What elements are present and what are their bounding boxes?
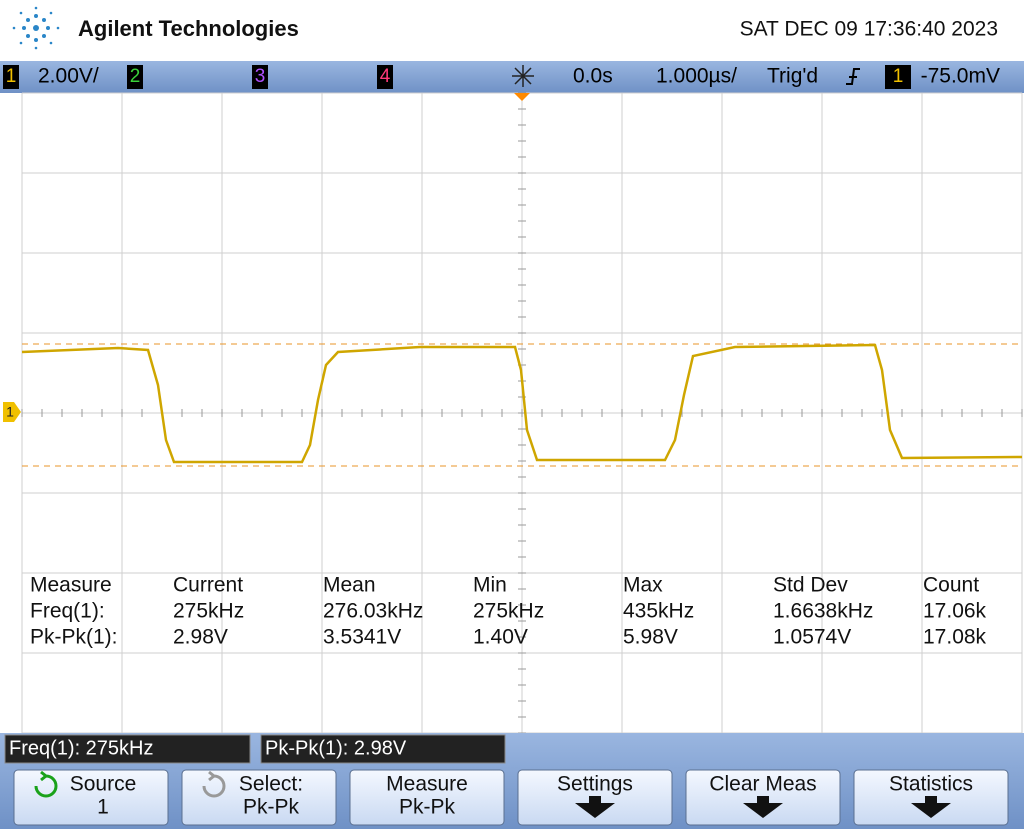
measurement-cell: 1.0574V (773, 626, 851, 649)
softkey-label[interactable]: Measure (386, 773, 468, 796)
ch2-badge (127, 65, 143, 89)
measurement-cell: 1.6638kHz (773, 600, 873, 623)
readout: Freq(1): 275kHz (9, 737, 154, 759)
softkey[interactable]: Select:Pk-Pk (181, 769, 337, 826)
measurement-cell: Measure (30, 574, 112, 597)
softkey-arrow[interactable] (575, 796, 615, 818)
rotate-icon[interactable] (202, 770, 226, 798)
status-bar (0, 61, 1024, 93)
softkey-face[interactable] (181, 769, 337, 826)
measurement-cell: 17.06k (923, 600, 987, 623)
measurement-cell: 5.98V (623, 626, 678, 649)
measurement-cell: Freq(1): (30, 600, 105, 623)
trigger-source: 1 (893, 66, 904, 87)
ch2-label: 2 (130, 66, 141, 87)
trigger-source-badge (885, 65, 911, 89)
ch1-label: 1 (6, 66, 17, 87)
ground-marker-label: 1 (6, 404, 14, 420)
readout-box (4, 734, 251, 764)
measurement-cell: Count (923, 574, 979, 597)
softkey-value[interactable]: Pk-Pk (243, 796, 300, 819)
rotate-icon[interactable] (34, 770, 58, 798)
measurement-cell: Max (623, 574, 663, 597)
softkey-arrow[interactable] (911, 796, 951, 818)
ch3-label: 3 (255, 66, 266, 87)
datetime: SAT DEC 09 17:36:40 2023 (740, 18, 998, 41)
measurement-table: Measure Current Mean Min Max Std Dev Count Freq… (30, 574, 987, 649)
time-scale: 1.000µs/ (656, 65, 737, 88)
trigger-status: Trig'd (767, 65, 818, 88)
ch4-label: 4 (380, 66, 391, 87)
ch1-scale: 2.00V/ (38, 65, 99, 88)
trigger-icon (512, 65, 534, 87)
brand: Agilent Technologies (78, 16, 299, 41)
measurement-cell: Std Dev (773, 574, 848, 597)
waveform (21, 343, 1023, 464)
measurement-cell: Min (473, 574, 507, 597)
measurement-cell: Current (173, 574, 243, 597)
softkey-label[interactable]: Clear Meas (709, 773, 816, 796)
softkey-arrow[interactable] (743, 796, 783, 818)
logo (12, 6, 60, 50)
measurement-cell: Pk-Pk(1): (30, 626, 118, 649)
ch4-badge (377, 65, 393, 89)
measurement-cell: 2.98V (173, 626, 228, 649)
ch3-badge (252, 65, 268, 89)
measurement-cell: 17.08k (923, 626, 987, 649)
ground-marker (3, 402, 21, 422)
softkey[interactable]: Settings (517, 769, 673, 826)
softkey-label[interactable]: Settings (557, 773, 633, 796)
edge-icon (846, 68, 860, 85)
ch1-badge (3, 65, 19, 89)
softkey-label[interactable]: Select: (239, 773, 303, 796)
time-offset: 0.0s (573, 65, 613, 88)
softkey-value[interactable]: Pk-Pk (399, 796, 456, 819)
softkey[interactable]: Clear Meas (685, 769, 841, 826)
softkey-face[interactable] (13, 769, 169, 826)
trigger-level: -75.0mV (921, 65, 1000, 88)
measurement-cell: 1.40V (473, 626, 528, 649)
measurement-cell: 275kHz (473, 600, 544, 623)
softkey[interactable]: Statistics (853, 769, 1009, 826)
measurement-cell: 3.5341V (323, 626, 401, 649)
softkey-label[interactable]: Statistics (889, 773, 973, 796)
readout-box (260, 734, 506, 764)
softkey-label[interactable]: Source (70, 773, 137, 796)
readout: Pk-Pk(1): 2.98V (265, 737, 407, 759)
measurement-cell: 276.03kHz (323, 600, 423, 623)
softkey-value[interactable]: 1 (97, 796, 109, 819)
softkey-face[interactable] (349, 769, 505, 826)
trigger-position-marker (514, 93, 530, 101)
measurement-cell: 275kHz (173, 600, 244, 623)
measurement-cell: 435kHz (623, 600, 694, 623)
measurement-cell: Mean (323, 574, 376, 597)
